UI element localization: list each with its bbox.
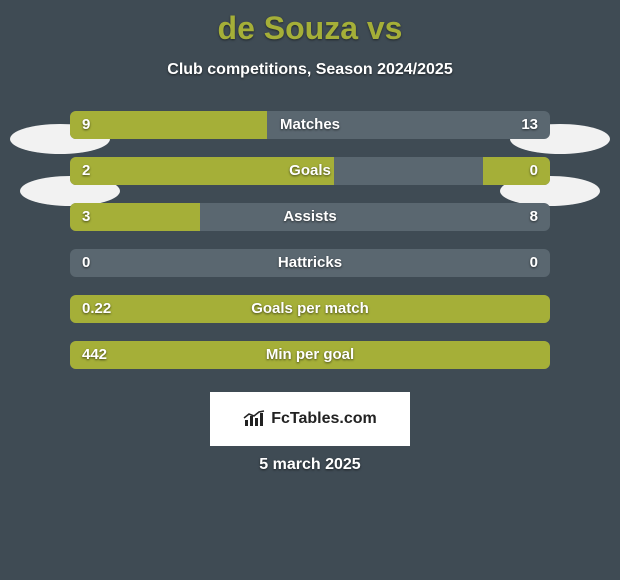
stat-value-right: 13 [521, 111, 538, 139]
stat-label: Min per goal [70, 341, 550, 369]
stat-value-right: 0 [530, 249, 538, 277]
stat-label: Matches [70, 111, 550, 139]
stat-label: Goals [70, 157, 550, 185]
source-badge-text: FcTables.com [271, 410, 377, 428]
comparison-card: de Souza vs Club competitions, Season 20… [0, 0, 620, 580]
stat-label: Hattricks [70, 249, 550, 277]
date-label: 5 march 2025 [0, 456, 620, 474]
chart-icon [243, 410, 265, 428]
stat-value-right: 8 [530, 203, 538, 231]
source-badge[interactable]: FcTables.com [210, 392, 410, 446]
stats-list: 9 Matches 13 2 Goals 0 3 Assists 8 0 Hat… [70, 111, 550, 369]
stat-row-assists: 3 Assists 8 [70, 203, 550, 231]
page-title: de Souza vs [0, 0, 620, 47]
stat-row-goals: 2 Goals 0 [70, 157, 550, 185]
stat-row-gpm: 0.22 Goals per match [70, 295, 550, 323]
stat-label: Assists [70, 203, 550, 231]
stat-label: Goals per match [70, 295, 550, 323]
subtitle: Club competitions, Season 2024/2025 [0, 61, 620, 79]
stat-row-hattricks: 0 Hattricks 0 [70, 249, 550, 277]
stat-row-matches: 9 Matches 13 [70, 111, 550, 139]
stat-value-right: 0 [530, 157, 538, 185]
stat-row-mpg: 442 Min per goal [70, 341, 550, 369]
